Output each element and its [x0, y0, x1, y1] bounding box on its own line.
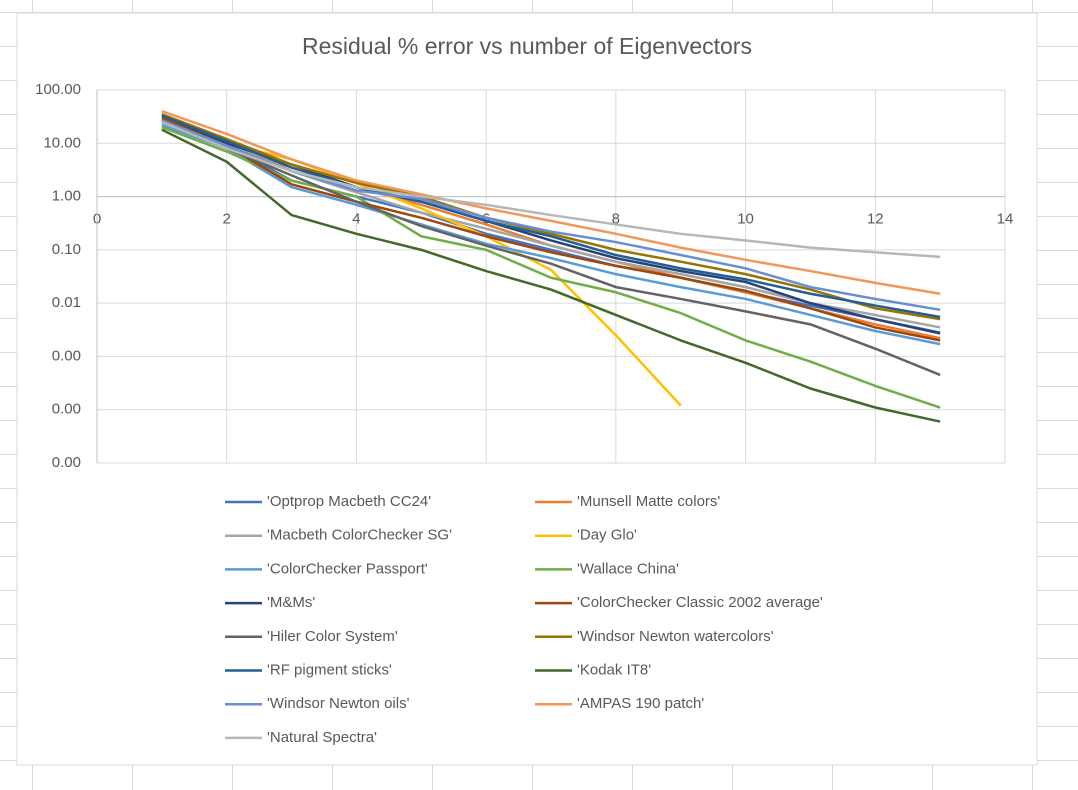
x-tick-label: 2: [223, 211, 231, 228]
legend-label: 'Kodak IT8': [577, 661, 651, 678]
y-tick-label: 0.10: [52, 241, 81, 258]
legend-label: 'Wallace China': [577, 560, 679, 577]
y-tick-label: 0.00: [52, 347, 81, 364]
series-line: [161, 126, 941, 409]
y-tick-label: 0.00: [52, 401, 81, 418]
y-tick-label: 10.00: [43, 134, 81, 151]
legend-label: 'RF pigment sticks': [267, 661, 392, 678]
legend-label: 'AMPAS 190 patch': [577, 695, 704, 712]
legend-label: 'Macbeth ColorChecker SG': [267, 527, 452, 544]
legend-label: 'ColorChecker Passport': [267, 560, 428, 577]
legend-label: 'Natural Spectra': [267, 729, 377, 746]
series-line: [161, 116, 941, 342]
legend-label: 'Hiler Color System': [267, 628, 398, 645]
series-line: [161, 120, 941, 377]
legend-label: 'Windsor Newton oils': [267, 695, 410, 712]
series-line: [161, 114, 941, 319]
legend-label: 'M&Ms': [267, 594, 315, 611]
series-line: [161, 120, 941, 259]
legend-label: 'Optprop Macbeth CC24': [267, 493, 431, 510]
series-line: [161, 123, 941, 346]
legend-label: 'Munsell Matte colors': [577, 493, 720, 510]
series-line: [161, 110, 941, 295]
x-tick-label: 4: [352, 211, 360, 228]
x-tick-label: 10: [737, 211, 754, 228]
chart-area: [16, 12, 1038, 766]
x-tick-label: 8: [612, 211, 620, 228]
chart-title: Residual % error vs number of Eigenvecto…: [302, 33, 752, 59]
x-tick-label: 12: [867, 211, 884, 228]
series-line: [161, 113, 941, 321]
y-tick-label: 0.00: [52, 454, 81, 471]
legend-label: 'Day Glo': [577, 527, 637, 544]
legend-label: 'Windsor Newton watercolors': [577, 628, 774, 645]
series-line: [161, 128, 941, 423]
x-tick-label: 14: [997, 211, 1014, 228]
y-tick-label: 1.00: [52, 188, 81, 205]
y-tick-label: 0.01: [52, 294, 81, 311]
y-tick-label: 100.00: [35, 81, 81, 98]
legend-label: 'ColorChecker Classic 2002 average': [577, 594, 823, 611]
